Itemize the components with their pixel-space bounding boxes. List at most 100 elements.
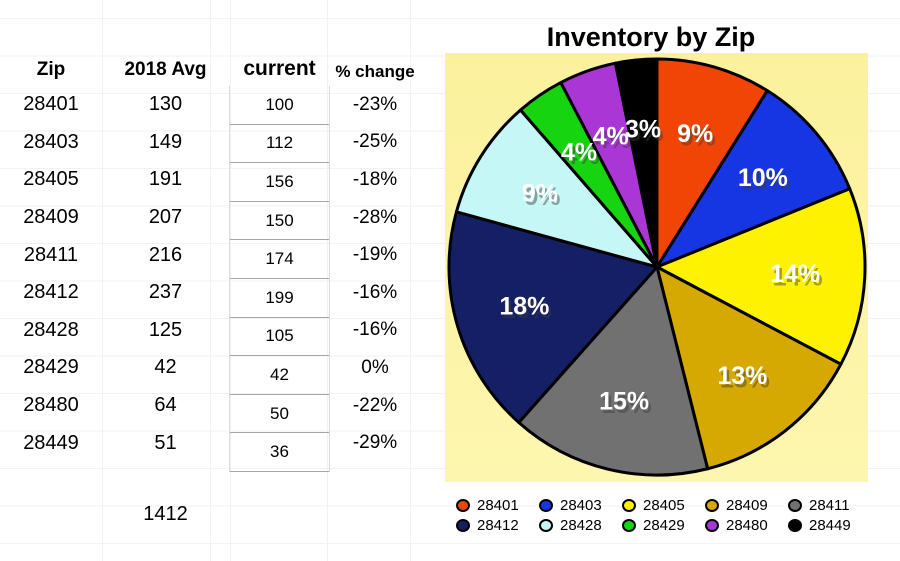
pie-label-shadow-28403: 10%	[740, 168, 790, 196]
chart-legend: 28401 28403 28405 28409 28411 28412 28428 28429…	[456, 496, 871, 535]
legend-item-28405: 28405	[622, 496, 705, 515]
current-cell[interactable]: 112	[230, 125, 329, 164]
current-cell[interactable]: 50	[230, 395, 329, 434]
pie-label-28401: 9%	[677, 120, 713, 148]
zip-column: 28401 28403 28405 28409 28411 28412 28428 28429…	[0, 86, 102, 462]
zip-cell: 28428	[23, 318, 79, 341]
avg-cell: 42	[154, 356, 177, 379]
current-cell[interactable]: 174	[230, 240, 329, 279]
legend-item-28411: 28411	[788, 496, 871, 515]
change-cell: -22%	[352, 394, 398, 416]
legend-marker-icon	[622, 499, 636, 512]
avg-cell: 191	[148, 168, 183, 191]
pie-slice-28409	[655, 265, 843, 471]
pie-label-28449: 3%	[625, 115, 661, 143]
header-pct-change: % change	[335, 62, 415, 81]
zip-cell: 28449	[23, 431, 79, 454]
pie-slice-28401	[655, 57, 769, 269]
current-cell[interactable]: 105	[230, 318, 329, 357]
legend-marker-icon	[539, 519, 553, 532]
pie-label-28480: 4%	[593, 123, 629, 151]
legend-label: 28405	[643, 497, 685, 514]
legend-label: 28403	[560, 497, 602, 514]
zip-cell: 28403	[23, 130, 79, 153]
avg-cell: 64	[154, 394, 177, 417]
legend-label: 28428	[560, 517, 602, 534]
zip-cell: 28429	[23, 356, 79, 379]
legend-item-28409: 28409	[705, 496, 788, 515]
legend-label: 28449	[809, 517, 851, 534]
avg-cell: 237	[148, 281, 183, 304]
pie-label-shadow-28411: 15%	[602, 391, 652, 419]
pie-slice-28405	[655, 187, 867, 366]
pie-label-28403: 10%	[738, 164, 788, 192]
current-column: 100 112 156 150 174 199 105 42 50 36	[229, 86, 330, 472]
pie-label-shadow-28401: 9%	[680, 124, 716, 152]
gridline	[230, 0, 231, 561]
pie-slice-28411	[517, 265, 710, 477]
pie-label-shadow-28480: 4%	[595, 126, 631, 154]
header-zip: Zip	[36, 59, 66, 80]
pie-label-28429: 4%	[561, 139, 597, 167]
avg-cell: 216	[148, 243, 183, 266]
change-cell: -29%	[352, 432, 398, 454]
legend-label: 28411	[809, 497, 850, 514]
legend-label: 28401	[477, 497, 519, 514]
change-cell: -18%	[352, 168, 398, 190]
pie-slice-28403	[655, 89, 852, 269]
change-cell: -25%	[352, 131, 398, 153]
legend-marker-icon	[705, 499, 719, 512]
zip-cell: 28411	[23, 243, 79, 266]
legend-marker-icon	[539, 499, 553, 512]
pie-label-28428: 9%	[522, 179, 558, 207]
zip-cell: 28401	[23, 93, 79, 116]
zip-cell: 28412	[23, 281, 79, 304]
current-cell[interactable]: 100	[230, 86, 329, 125]
zip-cell: 28480	[23, 394, 79, 417]
legend-label: 28480	[726, 517, 768, 534]
pie-label-shadow-28409: 13%	[720, 365, 770, 393]
pie-label-28412: 18%	[499, 292, 549, 320]
pie-svg: 9%9%10%10%14%14%13%13%15%15%18%18%9%9%4%…	[447, 57, 867, 477]
pie-label-shadow-28405: 14%	[773, 264, 823, 292]
current-cell[interactable]: 150	[230, 202, 329, 241]
avg-cell: 125	[148, 318, 183, 341]
pct-change-column: -23% -25% -18% -28% -19% -16% -16% 0% -22% -29%	[330, 86, 420, 462]
gridline	[327, 0, 328, 561]
avg-cell: 207	[148, 206, 183, 229]
legend-label: 28409	[726, 497, 768, 514]
pie-label-shadow-28412: 18%	[502, 296, 552, 324]
avg-cell: 149	[148, 130, 183, 153]
legend-marker-icon	[788, 519, 802, 532]
pie-chart-area: 9% 9% 10% 10% 14% 14% 13% 13% 15% 15% 18% 18% 9% 9% 4%…	[445, 53, 868, 482]
current-cell[interactable]: 156	[230, 163, 329, 202]
header-current: current	[243, 57, 316, 80]
pie-slice-28449	[613, 57, 659, 269]
avg-cell: 130	[148, 93, 183, 116]
legend-label: 28429	[643, 517, 685, 534]
legend-item-28403: 28403	[539, 496, 622, 515]
pie-label-shadow-28428: 9%	[524, 183, 560, 211]
avg-cell: 51	[154, 431, 177, 454]
legend-marker-icon	[622, 519, 636, 532]
change-cell: 0%	[361, 356, 389, 378]
pie-label-shadow-28449: 3%	[628, 119, 664, 147]
chart-title: Inventory by Zip	[546, 22, 756, 52]
change-cell: -19%	[352, 244, 398, 266]
legend-item-28428: 28428	[539, 516, 622, 535]
legend-marker-icon	[456, 519, 470, 532]
gridline	[210, 0, 211, 561]
change-cell: -23%	[352, 93, 398, 115]
gridline	[410, 0, 411, 561]
current-cell[interactable]: 199	[230, 279, 329, 318]
legend-item-28480: 28480	[705, 516, 788, 535]
current-cell[interactable]: 42	[230, 356, 329, 395]
total-2018-avg: 1412	[143, 503, 188, 525]
pie-slice-28428	[454, 108, 659, 269]
legend-marker-icon	[788, 499, 802, 512]
zip-cell: 28405	[23, 168, 79, 191]
pie-label-28405: 14%	[770, 260, 820, 288]
current-cell[interactable]: 36	[230, 433, 329, 472]
pie-label-shadow-28429: 4%	[564, 142, 600, 170]
change-cell: -16%	[352, 319, 398, 341]
